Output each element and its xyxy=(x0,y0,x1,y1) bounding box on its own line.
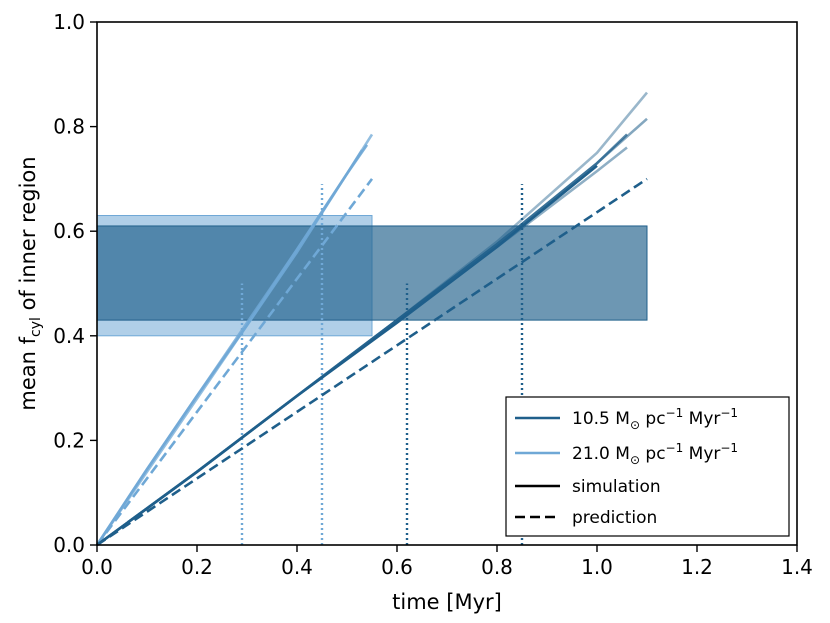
series-line-21-0-prediction-3 xyxy=(95,178,374,546)
y-axis-label-post: of inner region xyxy=(16,156,40,317)
y-tick-label-0: 0.0 xyxy=(53,533,85,557)
series-line-21-0-simulation-2 xyxy=(95,149,364,546)
shaded-region-10-5 xyxy=(96,225,648,321)
y-axis-label-sub: cyl xyxy=(28,317,44,337)
y-tick-label-1: 0.2 xyxy=(53,428,85,452)
legend-label-simulation: simulation xyxy=(572,477,661,497)
plot-frame xyxy=(96,21,798,546)
x-axis-label: time [Myr] xyxy=(392,590,502,614)
legend-box xyxy=(505,396,790,537)
y-axis-label: mean fcyl of inner region xyxy=(16,156,44,410)
x-tick-label-0: 0.0 xyxy=(81,555,113,579)
x-tick-label-1: 0.2 xyxy=(181,555,213,579)
legend: 10.5 M⊙ pc−1 Myr−1 21.0 M⊙ pc−1 Myr−1 si… xyxy=(505,396,790,537)
legend-label-prediction: prediction xyxy=(572,508,657,528)
series-line-10-5-simulation-8 xyxy=(96,146,628,547)
y-axis-label-pre: mean f xyxy=(16,336,40,410)
legend-label-21-0: 21.0 M⊙ pc−1 Myr−1 xyxy=(572,441,738,467)
x-tick-label-4: 0.8 xyxy=(481,555,513,579)
series-line-10-5-prediction-9 xyxy=(96,177,648,547)
x-tick-label-7: 1.4 xyxy=(781,555,813,579)
axis-ticks: 0.0 0.2 0.4 0.6 0.8 1.0 1.2 1.4 0.0 0.2 0.4 0.6 0.8 1… xyxy=(53,10,813,579)
y-tick-label-5: 1.0 xyxy=(53,10,85,34)
x-tick-label-2: 0.4 xyxy=(281,555,313,579)
shaded-regions xyxy=(96,215,648,337)
legend-label-10-5: 10.5 M⊙ pc−1 Myr−1 xyxy=(572,406,738,432)
x-tick-label-3: 0.6 xyxy=(381,555,413,579)
x-tick-label-6: 1.2 xyxy=(681,555,713,579)
y-tick-label-4: 0.8 xyxy=(53,115,85,139)
x-tick-label-5: 1.0 xyxy=(581,555,613,579)
y-tick-label-3: 0.6 xyxy=(53,219,85,243)
series-lines xyxy=(95,91,649,547)
y-tick-label-2: 0.4 xyxy=(53,324,85,348)
